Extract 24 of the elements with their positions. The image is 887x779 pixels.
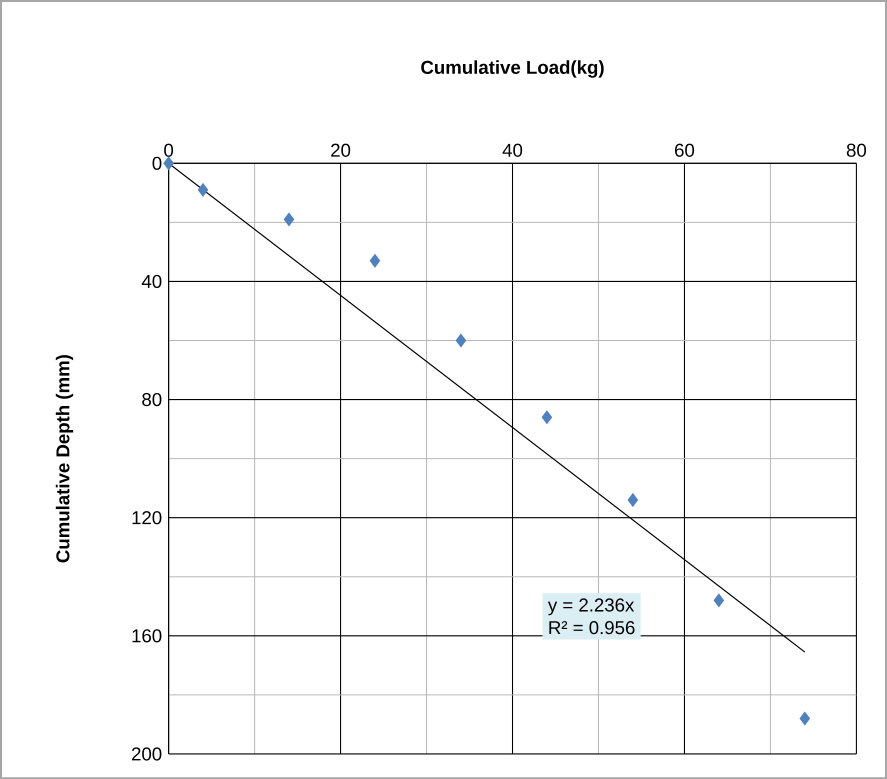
annotation: y = 2.236x [548,598,634,616]
point [370,254,380,268]
y-tick-label: 120 [132,510,162,524]
y-tick-label: 40 [142,274,162,288]
y-tick-label: 0 [152,156,162,170]
y-tick-label: 80 [142,392,162,406]
point [628,492,638,507]
y-axis-title: Cumulative Depth (mm) [56,354,74,562]
x-tick-label: 80 [846,144,866,157]
point [714,593,724,608]
point [163,156,174,170]
y-tick-label: 200 [132,747,162,760]
point [198,182,208,197]
point [542,410,552,424]
x-tick-label: 0 [164,144,174,157]
x-tick-label: 60 [675,144,694,157]
point [284,212,294,226]
x-axis-title: Cumulative Load(kg) [421,60,604,78]
point [800,712,810,726]
x-tick-label: 20 [331,144,350,157]
point [456,333,466,348]
y-tick-label: 160 [132,629,162,642]
annotation: R² = 0.956 [549,620,635,634]
x-tick-label: 40 [502,144,522,157]
